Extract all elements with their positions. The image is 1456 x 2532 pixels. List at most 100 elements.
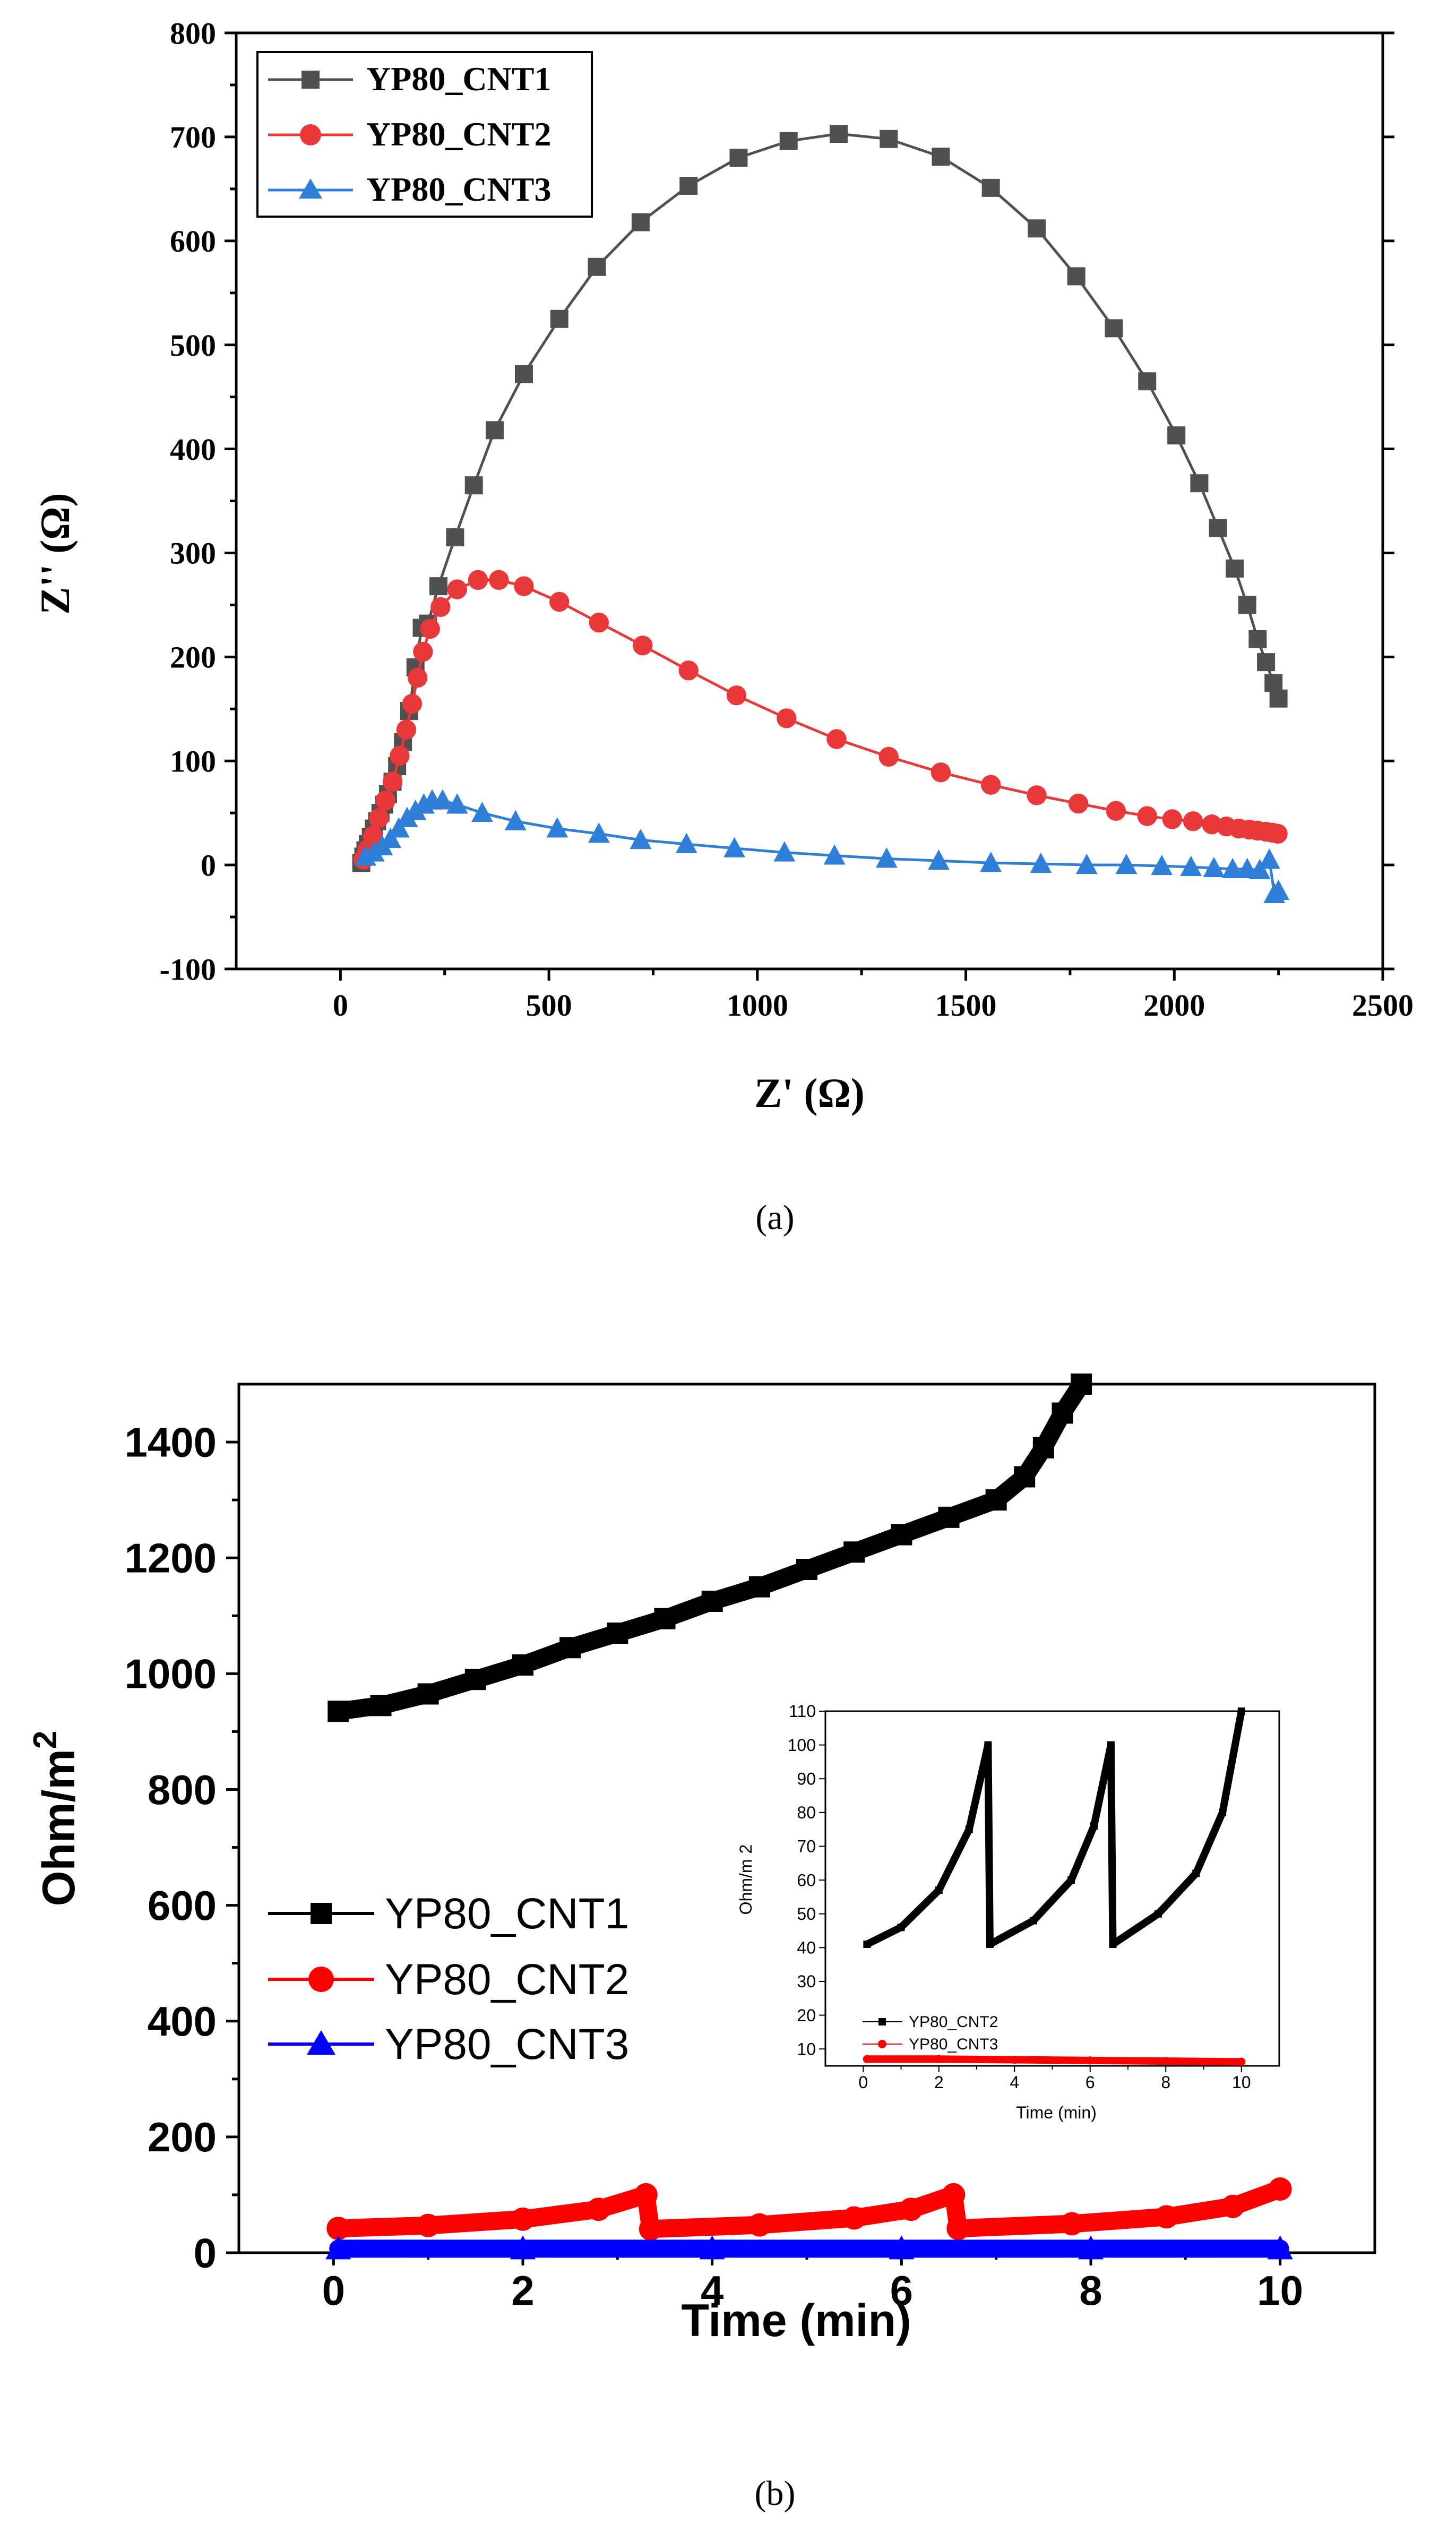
a-series-1-point: [363, 826, 383, 846]
a-series-2-point: [504, 810, 527, 830]
b-series-1-point: [326, 2217, 350, 2241]
a-xtick-label: 1500: [935, 988, 997, 1023]
a-ytick-label: 300: [170, 536, 216, 571]
inset-series-0-point: [863, 1940, 871, 1948]
legend-marker-b-cnt2: [308, 1967, 334, 1992]
inset-ytick-label: 20: [797, 2006, 816, 2025]
a-series-0-point: [1067, 267, 1085, 286]
b-series-0-point: [464, 1669, 486, 1690]
a-xtick-label: 0: [333, 988, 348, 1023]
a-series-1-point: [420, 619, 440, 639]
inset-ytick-label: 10: [797, 2039, 816, 2058]
a-series-1-point: [777, 708, 797, 728]
b-series-2-point: [889, 2235, 915, 2260]
b-series-0-point: [891, 1524, 912, 1546]
inset-legend: YP80_CNT2 YP80_CNT3: [863, 2013, 998, 2053]
inset-plot-area: [863, 1707, 1246, 2066]
legend-label-cnt2: YP80_CNT2: [366, 115, 551, 153]
a-series-1-point: [1268, 823, 1288, 844]
a-series-2-point: [1180, 855, 1202, 877]
legend-marker-cnt3: [299, 178, 322, 199]
b-series-0-point: [559, 1637, 581, 1659]
a-series-1-point: [375, 790, 395, 811]
b-series-2-point: [1078, 2235, 1104, 2260]
inset-xtick-label: 10: [1232, 2073, 1251, 2092]
b-series-0-point: [748, 1576, 770, 1598]
panel-b-legend: YP80_CNT1 YP80_CNT2 YP80_CNT3: [268, 1890, 629, 2068]
inset-series-0-point: [1237, 1707, 1245, 1715]
legend-label-b-cnt2: YP80_CNT2: [385, 1955, 629, 2004]
a-series-2-point: [928, 849, 950, 870]
panel-a-xlabel: Z' (Ω): [754, 1070, 865, 1116]
a-series-0-point: [485, 421, 504, 440]
a-series-2-point: [546, 817, 568, 838]
a-series-1-point: [1106, 801, 1126, 821]
inset-ylabel: Ohm/m 2: [736, 1844, 755, 1915]
inset-series-1-point: [1010, 2055, 1019, 2064]
b-series-0-point: [1071, 1374, 1092, 1395]
b-series-0-point: [1032, 1437, 1054, 1458]
a-series-2-point: [823, 844, 846, 865]
b-series-0-point: [370, 1695, 392, 1716]
a-series-1-point: [549, 591, 570, 612]
a-series-0-point: [429, 577, 447, 596]
inset-series-0-point: [1219, 1808, 1227, 1816]
a-series-2-point: [980, 851, 1002, 872]
a-series-2-point: [675, 832, 697, 853]
a-series-1-point: [678, 660, 699, 681]
b-ytick-label: 1400: [124, 1419, 217, 1465]
b-series-1-point: [747, 2213, 771, 2237]
a-series-0-point: [1190, 474, 1209, 493]
panel-a-ticks: 0 500 1000 1500 2000 2500 -100 0 100 200 300 400 500…: [160, 16, 1414, 1023]
a-series-1-point: [468, 570, 488, 590]
inset-series-1-point: [1237, 2057, 1246, 2066]
a-series-1-point: [1027, 785, 1047, 805]
a-ytick-label: 0: [201, 848, 216, 882]
a-series-1-point: [633, 636, 653, 656]
b-xtick-label: 6: [890, 2267, 913, 2314]
a-series-0-point: [1248, 630, 1267, 649]
a-series-0-point: [1105, 319, 1123, 338]
a-series-2-point: [1248, 859, 1271, 879]
a-series-2-point: [1115, 853, 1138, 874]
panel-a-plot-area: [352, 125, 1290, 903]
b-series-1-point: [1221, 2194, 1245, 2218]
a-ytick-label: 100: [170, 744, 216, 779]
b-series-2-point: [510, 2235, 536, 2260]
legend-label-cnt1: YP80_CNT1: [366, 60, 551, 98]
inset-series-1-point: [1086, 2056, 1095, 2065]
panel-a-legend: YP80_CNT1 YP80_CNT2 YP80_CNT3: [256, 51, 593, 218]
legend-marker-b-cnt1: [311, 1903, 332, 1924]
inset-ytick-label: 70: [797, 1837, 816, 1856]
b-xtick-label: 2: [511, 2267, 534, 2314]
b-series-0-point: [654, 1608, 676, 1629]
a-series-0-point: [829, 125, 848, 143]
b-xtick-label: 10: [1257, 2267, 1303, 2314]
a-xtick-label: 1000: [727, 988, 788, 1023]
a-series-1-point: [1137, 806, 1157, 826]
a-ytick-label: 200: [170, 640, 216, 675]
a-series-1-point: [407, 667, 428, 688]
b-series-2-point: [699, 2235, 725, 2260]
b-series-1-line: [329, 2180, 1289, 2238]
a-series-0-point: [779, 132, 798, 150]
a-series-0-line: [360, 132, 1280, 864]
inset-ytick-label: 90: [797, 1769, 816, 1788]
b-series-1-point: [899, 2198, 923, 2221]
a-series-0-point: [1269, 689, 1288, 708]
panel-a-ylabel: Z'' (Ω): [32, 493, 78, 614]
a-series-1-point: [382, 771, 403, 792]
b-series-1-point: [842, 2206, 866, 2230]
a-series-0-point: [880, 130, 898, 148]
a-series-1-point: [390, 745, 410, 766]
panel-b-caption: (b): [755, 2474, 796, 2513]
a-series-1-point: [413, 641, 433, 662]
b-series-0-point: [607, 1622, 628, 1644]
inset-series-0-point: [1109, 1940, 1117, 1948]
b-ytick-label: 400: [148, 1998, 217, 2045]
b-series-1-point: [639, 2217, 662, 2241]
a-series-1-point: [396, 719, 417, 740]
b-series-0-line: [329, 1375, 1091, 1721]
a-series-2-point: [1030, 852, 1052, 873]
a-series-0-point: [932, 148, 950, 166]
